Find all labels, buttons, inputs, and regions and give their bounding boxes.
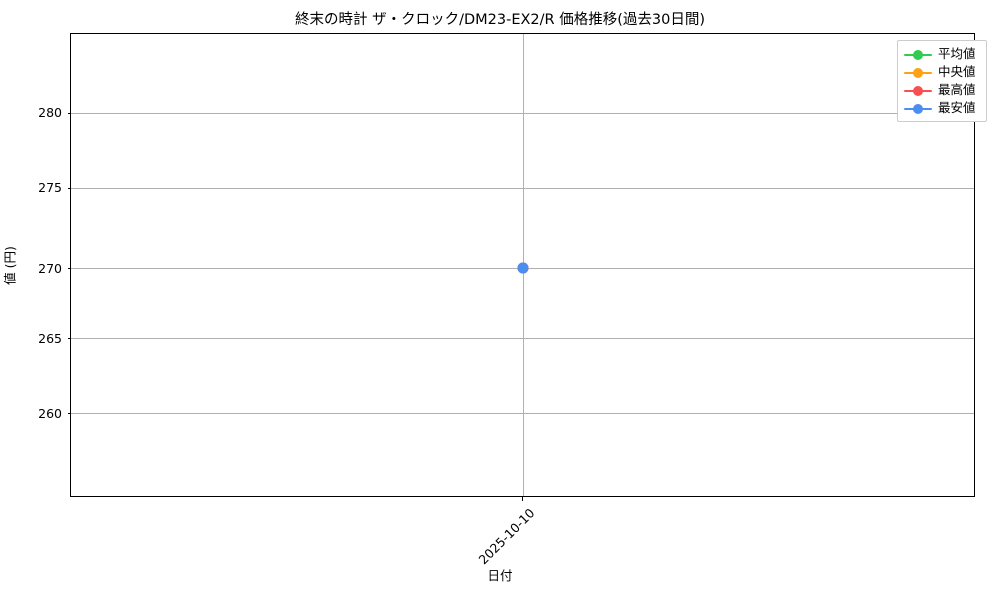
gridline-y-265 [71,338,974,339]
chart-legend[interactable]: 平均値 中央値 最高値 最安値 [897,40,987,122]
legend-item-average[interactable]: 平均値 [903,45,981,63]
gridline-y-280 [71,113,974,114]
legend-line-marker-icon [903,101,933,115]
chart-title: 終末の時計 ザ・クロック/DM23-EX2/R 価格推移(過去30日間) [294,12,705,28]
x-tick-mark [522,497,523,501]
legend-line-marker-icon [903,65,933,79]
legend-line-marker-icon [903,47,933,61]
y-tick-label: 270 [38,260,62,276]
x-axis-label: 日付 [487,568,513,583]
x-tick-label: 2025-10-10 [475,505,538,568]
legend-line-marker-icon [903,83,933,97]
y-tick-label: 260 [38,405,62,421]
y-tick-mark [67,413,71,414]
y-axis-label-wrapper: 値 (円) [0,0,22,600]
plot-area [67,33,975,497]
legend-item-min[interactable]: 最安値 [903,99,981,117]
legend-label: 最安値 [938,100,976,115]
data-point-min [517,262,529,274]
legend-label: 最高値 [938,82,976,97]
legend-label: 平均値 [938,46,976,61]
y-axis-label: 値 (円) [2,246,18,285]
y-tick-mark [67,188,71,189]
y-tick-label: 280 [38,104,62,120]
gridline-y-260 [71,413,974,414]
y-tick-mark [67,113,71,114]
y-tick-mark [67,338,71,339]
legend-label: 中央値 [938,64,976,79]
legend-item-max[interactable]: 最高値 [903,81,981,99]
y-tick-mark [67,268,71,269]
gridline-y-275 [71,188,974,189]
legend-item-median[interactable]: 中央値 [903,63,981,81]
y-tick-label: 265 [38,330,62,346]
y-tick-label: 275 [38,179,62,195]
